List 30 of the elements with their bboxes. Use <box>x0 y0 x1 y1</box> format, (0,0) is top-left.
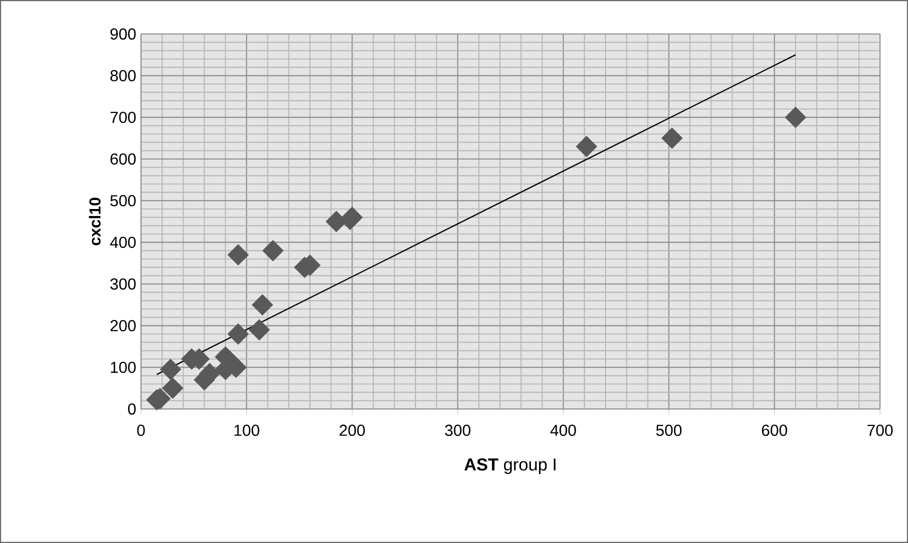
point <box>248 319 270 340</box>
y-axis-title: cxcl10 <box>88 198 101 246</box>
x-tick-label: 500 <box>656 424 682 436</box>
y-tick-label: 800 <box>110 70 136 82</box>
point <box>160 358 182 380</box>
y-tick-label: 100 <box>110 362 136 373</box>
y-tick-label: 900 <box>110 28 136 40</box>
point <box>784 106 806 128</box>
y-tick-label: 0 <box>128 403 136 415</box>
point <box>228 244 249 266</box>
point <box>228 323 249 345</box>
point <box>262 240 284 262</box>
x-tick-label: 700 <box>868 424 893 436</box>
y-tick-label: 700 <box>110 112 136 123</box>
point <box>576 136 598 158</box>
x-tick-label: 600 <box>762 424 788 436</box>
y-tick-label: 500 <box>110 195 136 206</box>
x-tick-label: 300 <box>445 424 470 436</box>
y-tick-label: 300 <box>110 278 136 290</box>
point <box>162 378 184 399</box>
y-tick-label: 400 <box>110 236 136 248</box>
x-tick-label: 100 <box>234 424 260 436</box>
y-tick-label: 600 <box>110 153 136 165</box>
x-axis-title: AST group I <box>464 458 556 474</box>
x-tick-label: 400 <box>550 424 576 436</box>
point <box>252 294 274 316</box>
x-tick-label: 0 <box>137 424 145 436</box>
x-tick-label: 200 <box>340 424 365 436</box>
point <box>661 128 683 149</box>
y-tick-label: 200 <box>110 320 136 332</box>
